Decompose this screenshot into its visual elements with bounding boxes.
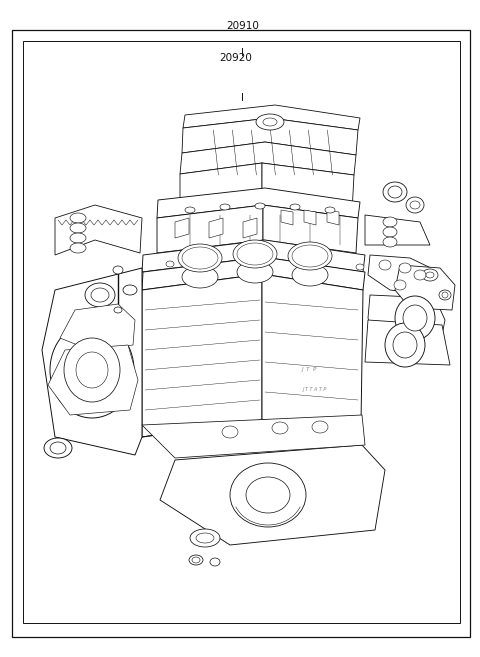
Polygon shape xyxy=(243,218,257,238)
Ellipse shape xyxy=(113,266,123,274)
Ellipse shape xyxy=(222,426,238,438)
Polygon shape xyxy=(365,320,450,365)
Ellipse shape xyxy=(263,118,277,126)
Polygon shape xyxy=(157,205,263,253)
Ellipse shape xyxy=(394,280,406,290)
Ellipse shape xyxy=(426,272,434,278)
Ellipse shape xyxy=(393,332,417,358)
Ellipse shape xyxy=(356,264,364,270)
Ellipse shape xyxy=(50,442,66,454)
Ellipse shape xyxy=(383,182,407,202)
Ellipse shape xyxy=(185,207,195,213)
Polygon shape xyxy=(142,240,365,272)
Ellipse shape xyxy=(256,114,284,130)
Ellipse shape xyxy=(410,201,420,209)
Ellipse shape xyxy=(196,533,214,543)
Polygon shape xyxy=(281,210,293,225)
Ellipse shape xyxy=(44,438,72,458)
Ellipse shape xyxy=(91,288,109,302)
Ellipse shape xyxy=(182,266,218,288)
Polygon shape xyxy=(157,188,360,218)
Ellipse shape xyxy=(442,292,448,298)
Polygon shape xyxy=(48,345,138,415)
Ellipse shape xyxy=(292,245,328,267)
Text: J T T A T P: J T T A T P xyxy=(303,388,327,392)
Ellipse shape xyxy=(385,323,425,367)
Ellipse shape xyxy=(85,283,115,307)
Polygon shape xyxy=(142,257,365,290)
Polygon shape xyxy=(175,218,189,238)
Polygon shape xyxy=(365,215,430,245)
Ellipse shape xyxy=(255,203,265,209)
Ellipse shape xyxy=(190,529,220,547)
Ellipse shape xyxy=(325,207,335,213)
Ellipse shape xyxy=(237,261,273,283)
Ellipse shape xyxy=(70,213,86,223)
Ellipse shape xyxy=(182,247,218,269)
Polygon shape xyxy=(142,415,365,458)
Ellipse shape xyxy=(414,270,426,280)
Ellipse shape xyxy=(70,233,86,243)
Polygon shape xyxy=(368,295,445,345)
Polygon shape xyxy=(368,255,435,295)
Ellipse shape xyxy=(50,322,134,418)
Ellipse shape xyxy=(379,260,391,270)
Ellipse shape xyxy=(312,421,328,433)
Polygon shape xyxy=(160,445,385,545)
Polygon shape xyxy=(209,218,223,238)
Ellipse shape xyxy=(189,555,203,565)
Ellipse shape xyxy=(290,204,300,210)
Ellipse shape xyxy=(192,557,200,563)
Polygon shape xyxy=(395,265,455,310)
Ellipse shape xyxy=(288,242,332,270)
Ellipse shape xyxy=(64,338,120,402)
Ellipse shape xyxy=(123,285,137,295)
Ellipse shape xyxy=(383,237,397,247)
Polygon shape xyxy=(182,118,358,155)
Ellipse shape xyxy=(220,204,230,210)
Text: 20920: 20920 xyxy=(219,53,252,63)
Ellipse shape xyxy=(272,422,288,434)
Ellipse shape xyxy=(237,243,273,265)
Polygon shape xyxy=(60,304,135,350)
Polygon shape xyxy=(263,205,358,253)
Ellipse shape xyxy=(246,477,290,513)
Ellipse shape xyxy=(70,243,86,253)
Ellipse shape xyxy=(406,197,424,213)
Ellipse shape xyxy=(166,261,174,267)
Polygon shape xyxy=(262,274,363,425)
Ellipse shape xyxy=(292,264,328,286)
Ellipse shape xyxy=(383,217,397,227)
Polygon shape xyxy=(142,274,262,437)
Text: J  T  P: J T P xyxy=(302,367,318,373)
Ellipse shape xyxy=(178,244,222,272)
Polygon shape xyxy=(180,142,356,175)
Polygon shape xyxy=(262,163,354,212)
Ellipse shape xyxy=(76,352,108,388)
Ellipse shape xyxy=(114,307,122,313)
Ellipse shape xyxy=(422,269,438,281)
Ellipse shape xyxy=(403,305,427,331)
Polygon shape xyxy=(180,163,262,212)
Ellipse shape xyxy=(383,227,397,237)
Ellipse shape xyxy=(395,296,435,340)
Ellipse shape xyxy=(230,463,306,527)
Polygon shape xyxy=(55,205,142,255)
Bar xyxy=(23,41,460,623)
Ellipse shape xyxy=(399,263,411,273)
Ellipse shape xyxy=(439,290,451,300)
Polygon shape xyxy=(42,268,142,455)
Ellipse shape xyxy=(70,223,86,233)
Ellipse shape xyxy=(388,186,402,198)
Ellipse shape xyxy=(233,240,277,268)
Polygon shape xyxy=(183,105,360,130)
Polygon shape xyxy=(327,210,339,225)
Polygon shape xyxy=(304,210,316,225)
Ellipse shape xyxy=(210,558,220,566)
Text: 20910: 20910 xyxy=(226,21,259,32)
